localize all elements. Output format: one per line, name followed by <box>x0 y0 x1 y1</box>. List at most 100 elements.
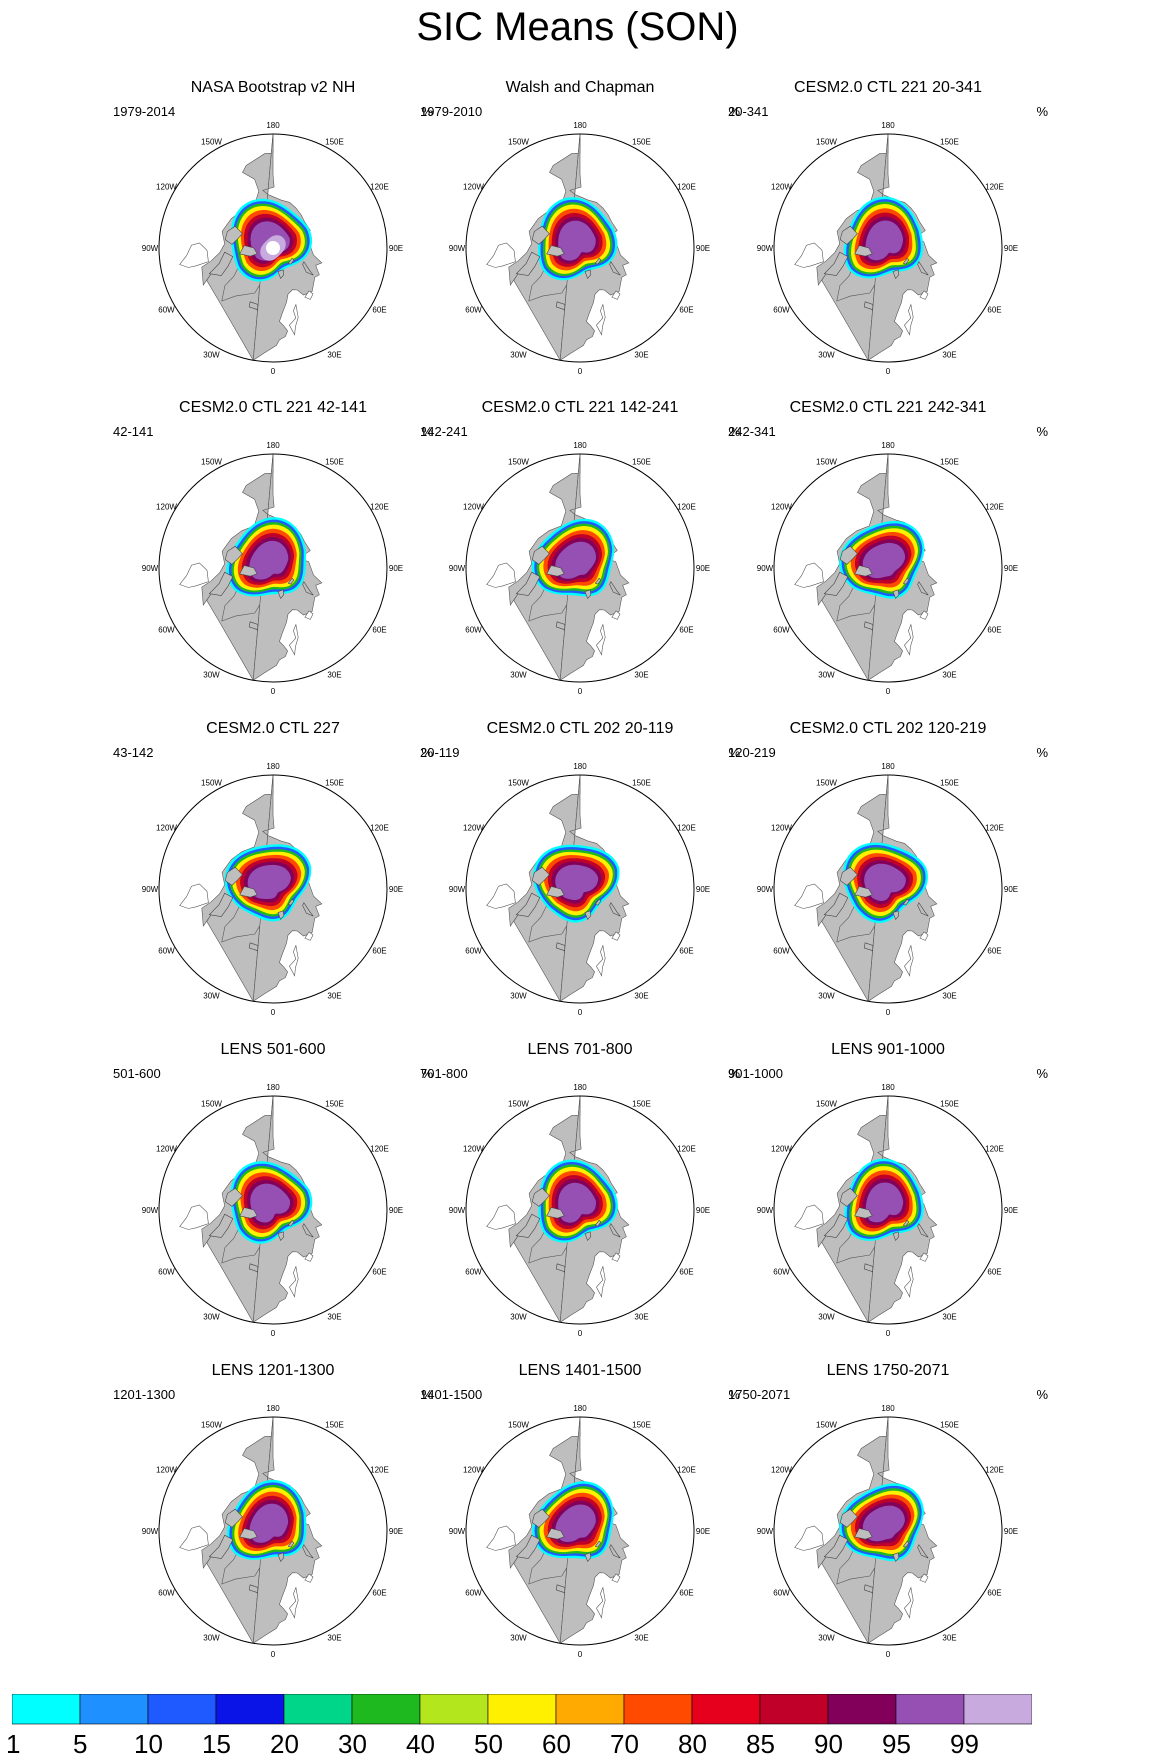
longitude-label: 150E <box>632 138 651 147</box>
island-shape <box>248 1584 259 1594</box>
inland-sea <box>919 1573 929 1583</box>
longitude-label: 60W <box>773 1589 790 1598</box>
panel-title: LENS 701-800 <box>527 1041 633 1058</box>
longitude-label: 90W <box>449 1206 466 1215</box>
longitude-label: 90E <box>1004 564 1018 573</box>
longitude-label: 90W <box>142 1206 159 1215</box>
map-panel: 180 150E 120E 90E 60E 30E 0 30W 60W 90W 120W 150W NA… <box>113 78 433 398</box>
island-shape <box>823 1213 849 1238</box>
longitude-label: 120E <box>677 824 696 833</box>
colorbar-swatch <box>419 1694 489 1725</box>
polar-map: 180 150E 120E 90E 60E 30E 0 30W 60W 90W 120W 150W <box>757 441 1018 696</box>
island-shape <box>287 1219 295 1227</box>
longitude-label: 90W <box>449 244 466 253</box>
inland-sea <box>179 562 209 588</box>
map-panel: 180 150E 120E 90E 60E 30E 0 30W 60W 90W 120W 150W CE… <box>420 398 740 718</box>
island-shape <box>863 942 874 952</box>
island-shape <box>546 1528 565 1540</box>
longitude-label: 60E <box>987 306 1001 315</box>
longitude-label: 30E <box>942 1313 956 1322</box>
longitude-label: 30W <box>510 1313 527 1322</box>
longitude-label: 150W <box>508 779 529 788</box>
longitude-label: 90E <box>696 885 710 894</box>
longitude-label: 90E <box>1004 885 1018 894</box>
units-label: % <box>1036 104 1048 119</box>
period-label: 901-1000 <box>728 1066 783 1081</box>
units-label: % <box>421 745 433 760</box>
ice-band <box>555 1504 596 1542</box>
map-panel: 180 150E 120E 90E 60E 30E 0 30W 60W 90W 120W 150W LE… <box>113 1361 433 1681</box>
longitude-label: 0 <box>271 1008 276 1017</box>
island-shape <box>823 892 849 917</box>
longitude-label: 0 <box>271 1650 276 1659</box>
island-shape <box>287 1540 295 1548</box>
island-shape <box>609 1544 621 1559</box>
island-shape <box>277 589 285 599</box>
longitude-label: 30E <box>634 1313 648 1322</box>
polar-map: 180 150E 120E 90E 60E 30E 0 30W 60W 90W 120W 150W <box>142 1404 403 1659</box>
longitude-label: 120W <box>463 1145 484 1154</box>
longitude-label: 60W <box>773 947 790 956</box>
longitude-label: 180 <box>881 1404 895 1413</box>
inland-sea <box>904 944 914 977</box>
longitude-label: 90W <box>449 1527 466 1536</box>
colorbar-swatch <box>759 1694 829 1725</box>
polar-map: 180 150E 120E 90E 60E 30E 0 30W 60W 90W 120W 150W <box>142 762 403 1017</box>
longitude-label: 150E <box>632 1100 651 1109</box>
panel-title: CESM2.0 CTL 202 120-219 <box>789 720 987 737</box>
longitude-label: 120W <box>771 824 792 833</box>
colorbar-tick-label: 5 <box>73 1729 88 1759</box>
polar-map: 180 150E 120E 90E 60E 30E 0 30W 60W 90W 120W 150W <box>449 121 710 376</box>
map-border <box>158 1095 388 1325</box>
longitude-label: 90W <box>757 1527 774 1536</box>
longitude-label: 180 <box>573 762 587 771</box>
colorbar-swatch <box>147 1694 217 1725</box>
units-label: % <box>728 745 740 760</box>
longitude-label: 60W <box>158 947 175 956</box>
longitude-label: 60W <box>465 626 482 635</box>
map-border <box>465 453 695 683</box>
inland-sea <box>304 610 314 620</box>
longitude-label: 30W <box>818 992 835 1001</box>
polar-map: 180 150E 120E 90E 60E 30E 0 30W 60W 90W 120W 150W <box>449 441 710 696</box>
longitude-label: 90E <box>1004 244 1018 253</box>
longitude-label: 180 <box>266 121 280 130</box>
map-border <box>465 1416 695 1646</box>
island-shape <box>546 1207 565 1219</box>
map-border <box>773 1095 1003 1325</box>
island-shape <box>239 1207 258 1219</box>
longitude-label: 120W <box>463 1466 484 1475</box>
longitude-label: 0 <box>886 1008 891 1017</box>
longitude-label: 120E <box>677 183 696 192</box>
colorbar-swatch <box>12 1694 81 1725</box>
longitude-label: 60E <box>372 1589 386 1598</box>
longitude-label: 90W <box>142 564 159 573</box>
island-shape <box>609 1223 621 1238</box>
island-shape <box>854 1207 873 1219</box>
longitude-label: 30E <box>634 351 648 360</box>
longitude-label: 150W <box>508 138 529 147</box>
map-border <box>158 1416 388 1646</box>
longitude-label: 60E <box>372 1268 386 1277</box>
longitude-label: 0 <box>271 367 276 376</box>
polar-map: 180 150E 120E 90E 60E 30E 0 30W 60W 90W 120W 150W <box>449 1404 710 1659</box>
longitude-label: 60W <box>158 306 175 315</box>
island-shape <box>531 866 550 886</box>
island-shape <box>854 245 873 257</box>
longitude-label: 0 <box>578 367 583 376</box>
units-label: % <box>1036 1387 1048 1402</box>
island-shape <box>277 269 285 279</box>
longitude-label: 150E <box>632 1421 651 1430</box>
longitude-label: 0 <box>271 687 276 696</box>
island-shape <box>239 565 258 577</box>
colorbar <box>12 1694 1032 1725</box>
longitude-label: 120W <box>771 1145 792 1154</box>
map-panel: 180 150E 120E 90E 60E 30E 0 30W 60W 90W 120W 150W CE… <box>728 719 1048 1039</box>
island-shape <box>917 1223 929 1238</box>
island-shape <box>839 545 858 565</box>
map-border <box>773 453 1003 683</box>
longitude-label: 90W <box>142 1527 159 1536</box>
longitude-label: 30E <box>327 1313 341 1322</box>
figure-title: SIC Means (SON) <box>416 5 739 49</box>
longitude-label: 150E <box>940 1100 959 1109</box>
